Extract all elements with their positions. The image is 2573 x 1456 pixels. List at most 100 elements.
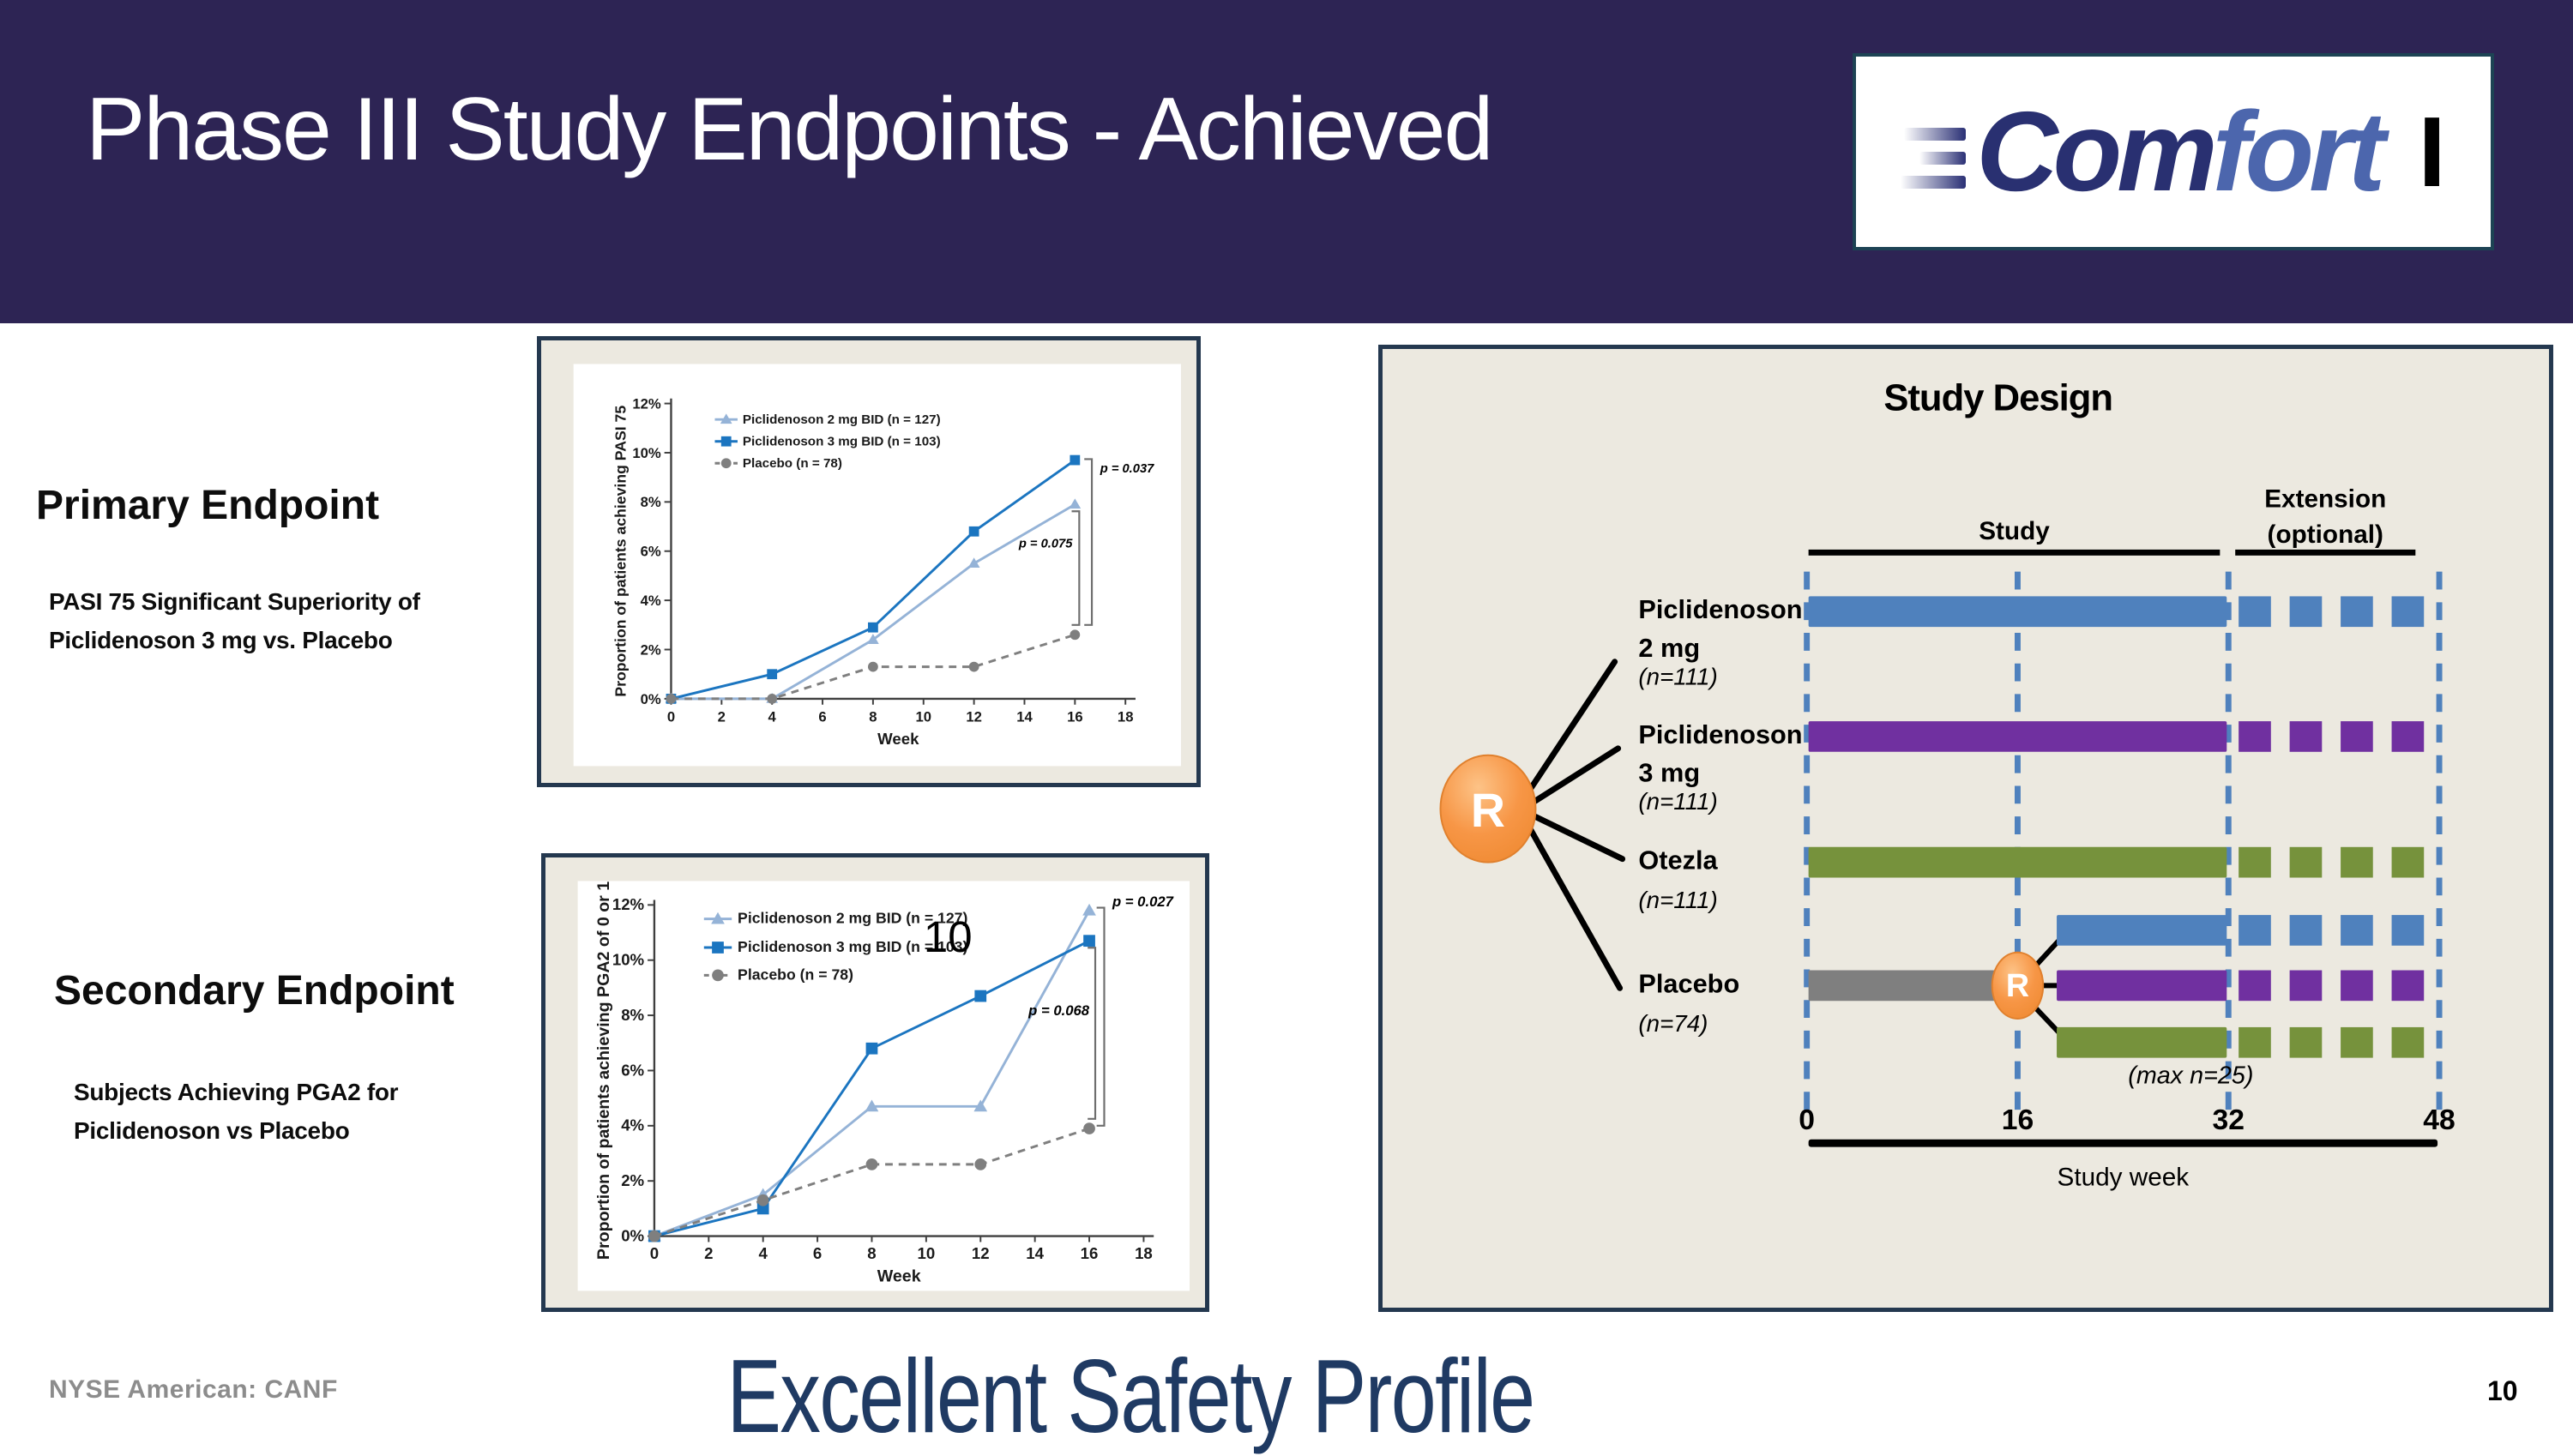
safety-headline: Excellent Safety Profile	[726, 1338, 1535, 1454]
svg-text:16: 16	[2002, 1104, 2034, 1136]
svg-text:p = 0.027: p = 0.027	[1112, 893, 1174, 910]
arm-2: Piclidenoson 3 mg(n=111)	[1638, 719, 2425, 815]
axes: 0% 2% 4% 6% 8% 10% 12% 0 2 4 6 8 10 12 14 16 18	[632, 395, 1136, 725]
svg-text:12%: 12%	[612, 895, 645, 913]
svg-text:Study Design: Study Design	[1883, 377, 2112, 418]
svg-text:4%: 4%	[641, 593, 661, 609]
annotations: p = 0.027 p = 0.068 10	[924, 893, 1174, 1019]
svg-text:10: 10	[924, 912, 973, 961]
legend: Piclidenoson 2 mg BID (n = 127) Piclideno…	[714, 412, 941, 471]
svg-text:R: R	[2006, 967, 2029, 1003]
svg-text:16: 16	[1067, 708, 1083, 725]
primary-endpoint-chart-panel: 0% 2% 4% 6% 8% 10% 12% 0 2 4 6 8 10 12 14 16 18 Proportio…	[537, 336, 1201, 787]
svg-text:14: 14	[1026, 1244, 1044, 1262]
arm-label-1: Piclidenoson 2 mg(n=111)	[1638, 594, 1802, 689]
logo-fort: fort	[2212, 88, 2386, 214]
svg-text:2%: 2%	[641, 641, 661, 658]
svg-text:4: 4	[768, 708, 777, 725]
svg-text:Placebo (n = 78): Placebo (n = 78)	[743, 456, 842, 471]
svg-text:6%: 6%	[621, 1061, 644, 1079]
svg-text:Study week: Study week	[2058, 1163, 2190, 1191]
arm-label-2: Piclidenoson 3 mg(n=111)	[1638, 719, 1802, 815]
legend: Piclidenoson 2 mg BID (n = 127) Piclideno…	[703, 910, 967, 983]
svg-text:3 mg: 3 mg	[1638, 757, 1700, 787]
y-axis-title: Proportion of patients achieving PASI 75	[612, 406, 629, 697]
svg-text:(n=111): (n=111)	[1638, 788, 1717, 815]
secondary-endpoint-text: Subjects Achieving PGA2 for Piclidenoson…	[74, 1079, 399, 1144]
arm-1: Piclidenoson 2 mg(n=111)	[1638, 594, 2425, 689]
svg-text:0%: 0%	[641, 691, 661, 707]
comfort-logo: Comfort I	[1853, 53, 2494, 250]
svg-text:Study: Study	[1979, 517, 2050, 545]
diagram-title: Study Design	[1883, 377, 2113, 418]
svg-text:Piclidenoson 3 mg BID (n = 103: Piclidenoson 3 mg BID (n = 103)	[743, 435, 941, 449]
svg-text:4: 4	[759, 1244, 768, 1262]
secondary-endpoint-heading: Secondary Endpoint	[54, 968, 455, 1014]
svg-text:6: 6	[813, 1244, 822, 1262]
svg-text:8%: 8%	[641, 494, 661, 510]
page-number: 10	[2487, 1375, 2518, 1406]
y-axis-title: Proportion of patients achieving PGA2 of…	[594, 881, 613, 1260]
svg-text:6: 6	[818, 708, 826, 725]
svg-text:8: 8	[867, 1244, 876, 1262]
logo-wordmark: Comfort	[1976, 95, 2385, 208]
svg-text:Proportion of patients achievi: Proportion of patients achieving PGA2 of…	[594, 881, 613, 1260]
svg-text:12%: 12%	[632, 395, 661, 412]
logo-speed-lines-icon	[1901, 127, 1967, 189]
arm-label-3: Otezla (n=111)	[1638, 845, 1718, 914]
svg-text:Piclidenoson 2 mg BID (n = 127: Piclidenoson 2 mg BID (n = 127)	[743, 412, 941, 427]
svg-text:0: 0	[650, 1244, 659, 1262]
svg-text:Piclidenoson 2 mg BID (n = 127: Piclidenoson 2 mg BID (n = 127)	[738, 910, 967, 927]
randomization-r-badge	[1439, 754, 1537, 863]
svg-text:Piclidenoson 3 mg BID (n = 103: Piclidenoson 3 mg BID (n = 103)	[738, 938, 967, 955]
svg-text:2: 2	[718, 708, 726, 725]
svg-text:Placebo (n = 78): Placebo (n = 78)	[738, 966, 853, 983]
svg-text:12: 12	[972, 1244, 990, 1262]
svg-text:32: 32	[2213, 1104, 2245, 1136]
svg-text:18: 18	[1135, 1244, 1153, 1262]
logo-com: Com	[1976, 88, 2217, 214]
svg-text:p = 0.068: p = 0.068	[1027, 1002, 1090, 1019]
svg-text:8%: 8%	[621, 1006, 644, 1024]
svg-text:Week: Week	[877, 1267, 921, 1286]
svg-text:(n=74): (n=74)	[1638, 1010, 1708, 1037]
study-design-diagram: Study Design Study Extension (optional) Picl…	[1439, 377, 2455, 1191]
svg-text:0: 0	[667, 708, 675, 725]
svg-text:(optional): (optional)	[2268, 520, 2383, 549]
svg-text:18: 18	[1118, 708, 1134, 725]
svg-text:(n=111): (n=111)	[1638, 887, 1717, 913]
annotations: p = 0.037 p = 0.075	[1018, 462, 1154, 551]
phase-headers: Study Extension (optional)	[1808, 484, 2416, 556]
svg-text:(max n=25): (max n=25)	[2128, 1062, 2253, 1089]
svg-text:Placebo: Placebo	[1638, 968, 1739, 998]
svg-text:2 mg: 2 mg	[1638, 633, 1700, 663]
svg-text:48: 48	[2423, 1104, 2455, 1136]
svg-text:p = 0.075: p = 0.075	[1018, 537, 1073, 551]
significance-brackets	[1071, 458, 1094, 626]
svg-text:p = 0.037: p = 0.037	[1100, 462, 1154, 476]
significance-brackets	[1088, 906, 1106, 1127]
svg-text:0%: 0%	[621, 1226, 644, 1244]
arm-label-4: Placebo (n=74)	[1638, 968, 1739, 1037]
svg-text:10%: 10%	[612, 951, 645, 969]
svg-text:10%: 10%	[632, 445, 661, 461]
svg-text:Proportion of patients achievi: Proportion of patients achieving PASI 75	[612, 406, 629, 697]
x-axis-title: Week	[877, 1267, 921, 1286]
svg-text:4%: 4%	[621, 1116, 644, 1134]
stock-ticker: NYSE American: CANF	[49, 1375, 338, 1404]
primary-endpoint-chart: 0% 2% 4% 6% 8% 10% 12% 0 2 4 6 8 10 12 14 16 18 Proportio…	[573, 364, 1181, 767]
svg-text:6%: 6%	[641, 544, 661, 560]
svg-text:Week: Week	[877, 730, 919, 748]
svg-text:10: 10	[915, 708, 931, 725]
series-3	[666, 629, 1081, 704]
secondary-endpoint-chart: 0% 2% 4% 6% 8% 10% 12% 0 2 4 6 8 10 12 14 16 18 Proportio…	[577, 881, 1190, 1291]
svg-text:10: 10	[918, 1244, 936, 1262]
week-axis: 0 16 32 48 Study week	[1799, 1104, 2455, 1191]
study-design-panel: Study Design Study Extension (optional) Picl…	[1378, 345, 2553, 1312]
svg-text:Piclidenoson: Piclidenoson	[1638, 719, 1802, 749]
svg-text:Extension: Extension	[2264, 484, 2386, 513]
svg-text:0: 0	[1799, 1104, 1815, 1136]
svg-text:8: 8	[869, 708, 877, 725]
primary-endpoint-text: PASI 75 Significant Superiority of Picli…	[49, 588, 420, 653]
